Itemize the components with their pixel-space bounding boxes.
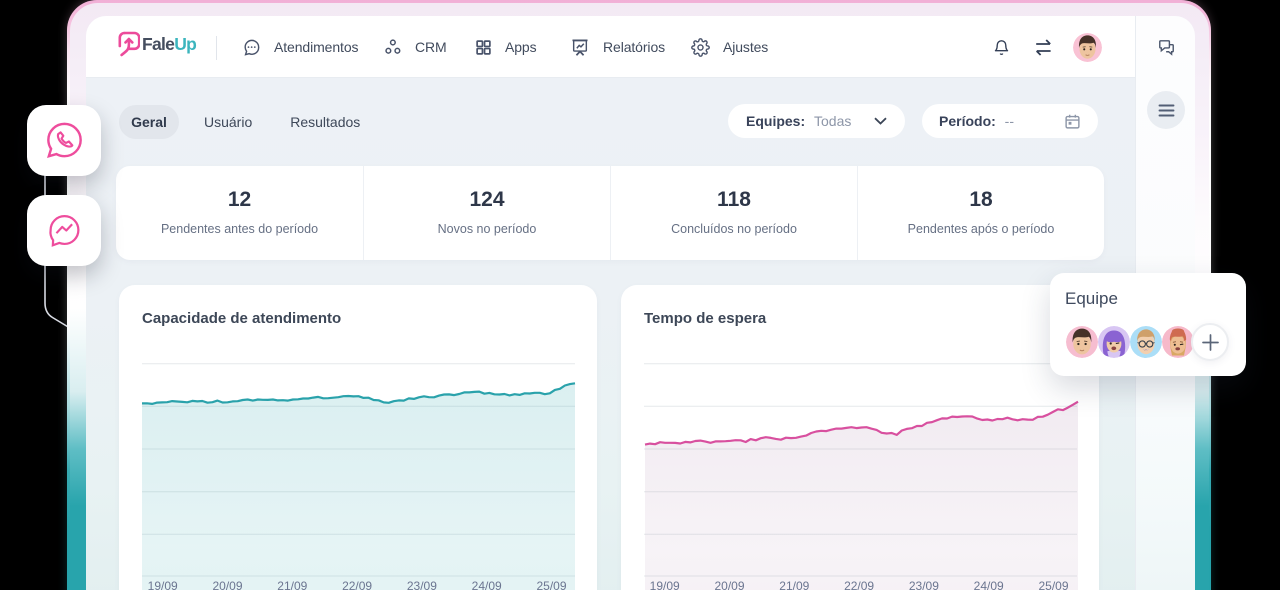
svg-text:19/09: 19/09 [650, 579, 680, 590]
svg-text:24/09: 24/09 [974, 579, 1004, 590]
svg-text:23/09: 23/09 [407, 579, 437, 590]
svg-text:22/09: 22/09 [844, 579, 874, 590]
svg-text:22/09: 22/09 [342, 579, 372, 590]
svg-text:23/09: 23/09 [909, 579, 939, 590]
svg-text:25/09: 25/09 [1038, 579, 1068, 590]
svg-text:25/09: 25/09 [536, 579, 566, 590]
svg-text:24/09: 24/09 [472, 579, 502, 590]
svg-text:19/09: 19/09 [148, 579, 178, 590]
svg-text:21/09: 21/09 [779, 579, 809, 590]
svg-text:20/09: 20/09 [212, 579, 242, 590]
svg-text:21/09: 21/09 [277, 579, 307, 590]
svg-text:20/09: 20/09 [714, 579, 744, 590]
